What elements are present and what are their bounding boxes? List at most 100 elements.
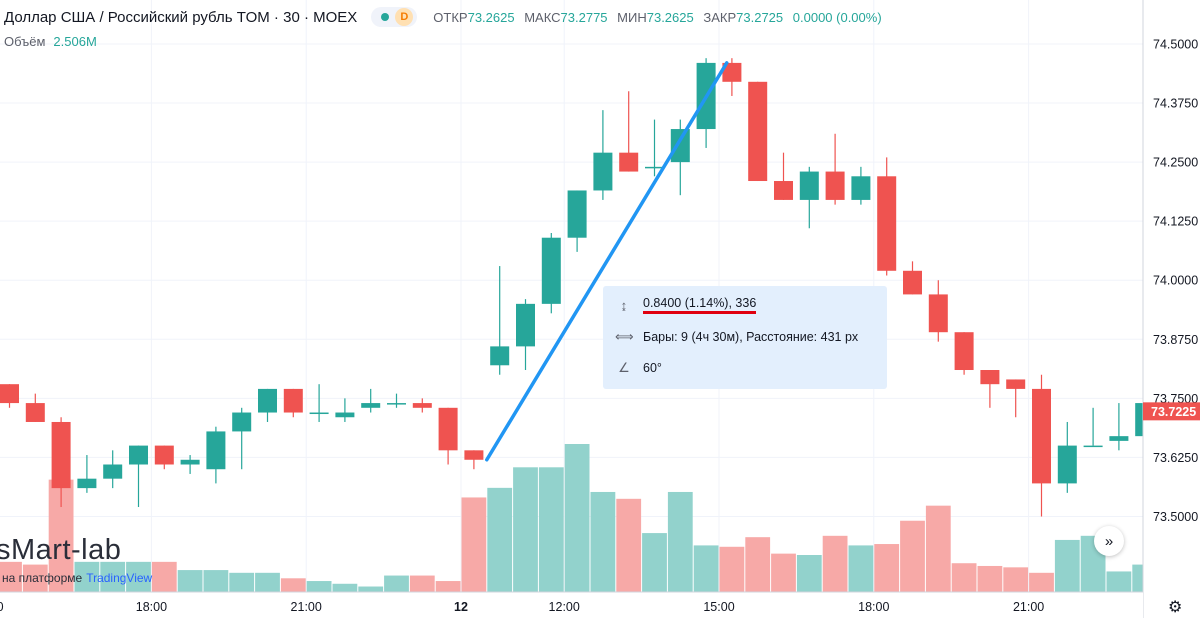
- chart-header: Доллар США / Российский рубль TOM · 30 ·…: [4, 6, 888, 28]
- scroll-to-realtime-button[interactable]: »: [1094, 526, 1124, 556]
- volume-bar: [0, 561, 22, 592]
- candle-body: [903, 270, 922, 295]
- candle-body: [593, 152, 613, 191]
- candle-body: [25, 403, 45, 422]
- candle-body: [799, 171, 819, 200]
- horizontal-measure-icon: ⟺: [615, 329, 634, 344]
- candle-body: [1083, 445, 1103, 448]
- volume-bar: [822, 535, 848, 592]
- candle-body: [928, 294, 948, 333]
- candle-body: [387, 403, 406, 405]
- volume-bar: [151, 561, 177, 592]
- measure-angle-row: ∠ 60°: [615, 360, 662, 376]
- candle-body: [954, 332, 974, 371]
- time-tick-label: 12: [454, 600, 468, 614]
- candle-body: [309, 412, 329, 415]
- measure-price-row: ↨ 0.8400 (1.14%), 336: [615, 296, 757, 314]
- price-axis-bg: [1143, 0, 1200, 618]
- volume-bar: [564, 444, 590, 592]
- volume-bar: [487, 487, 513, 592]
- volume-bar: [1029, 572, 1054, 592]
- volume-bar: [693, 545, 719, 592]
- volume-bar: [22, 564, 48, 592]
- volume-label: Объём: [4, 34, 46, 49]
- volume-legend[interactable]: Объём 2.506M: [4, 34, 97, 49]
- candle-body: [438, 407, 458, 451]
- angle-icon: ∠: [618, 360, 630, 375]
- volume-bar: [796, 555, 822, 592]
- candle-body: [516, 303, 535, 347]
- vertical-measure-icon: ↨: [620, 297, 628, 313]
- candle-body: [774, 181, 793, 200]
- candle-body: [645, 166, 664, 169]
- candle-body: [490, 346, 510, 366]
- volume-bar: [925, 505, 951, 592]
- volume-bar: [590, 491, 616, 592]
- volume-bar: [229, 572, 255, 592]
- time-tick-label: 15:00: [703, 600, 734, 614]
- candle-body: [335, 412, 355, 418]
- measure-line[interactable]: [485, 61, 729, 462]
- volume-bar: [977, 565, 1003, 592]
- price-tick-label: 73.6250: [1153, 451, 1198, 465]
- candle-body: [1109, 436, 1129, 441]
- volume-bar: [100, 561, 126, 592]
- volume-bar: [667, 491, 693, 592]
- powered-by[interactable]: на платформе TradingView: [2, 571, 152, 585]
- delayed-data-badge[interactable]: D: [395, 8, 414, 26]
- volume-bar: [951, 563, 977, 592]
- ohlc-close-value: 73.2725: [736, 9, 784, 25]
- volume-bar: [74, 561, 100, 592]
- volume-bar: [719, 546, 745, 592]
- candle-body: [129, 445, 148, 465]
- tradingview-link[interactable]: TradingView: [86, 571, 153, 585]
- ohlc-open-label: ОТКР: [433, 9, 468, 25]
- candle-body: [412, 403, 432, 408]
- candle-body: [567, 190, 587, 238]
- candle-body: [154, 445, 174, 465]
- ohlc-high-label: МАКС: [524, 9, 561, 25]
- volume-bar: [538, 467, 564, 592]
- measure-bars-row: ⟺ Бары: 9 (4ч 30м), Расстояние: 431 px: [615, 329, 858, 345]
- volume-bar: [874, 544, 900, 592]
- candle-body: [1032, 388, 1051, 484]
- price-tick-label: 74.1250: [1153, 215, 1198, 229]
- volume-bar: [771, 553, 796, 592]
- volume-bar: [642, 533, 667, 592]
- volume-bar: [1003, 567, 1029, 592]
- candle-body: [877, 176, 897, 271]
- time-tick-label: 18:00: [136, 600, 167, 614]
- volume-bar: [461, 497, 487, 592]
- ohlc-open-value: 73.2625: [467, 9, 515, 25]
- time-tick-label: 18:00: [858, 600, 889, 614]
- market-open-dot-icon: [381, 13, 390, 21]
- volume-bar: [409, 575, 435, 592]
- price-tick-label: 73.8750: [1153, 333, 1198, 347]
- symbol-title[interactable]: Доллар США / Российский рубль TOM · 30 ·…: [4, 8, 358, 26]
- volume-bar: [126, 561, 151, 592]
- powered-by-label: на платформе: [2, 571, 83, 585]
- time-tick-label: 21:00: [291, 600, 322, 614]
- candle-body: [103, 464, 123, 479]
- candle-body: [51, 421, 71, 489]
- candle-body: [748, 81, 768, 182]
- volume-bar: [306, 581, 332, 592]
- volume-bar: [177, 570, 203, 592]
- volume-bar: [384, 575, 409, 592]
- candle-body: [232, 412, 252, 432]
- volume-bar: [255, 572, 280, 592]
- status-badges[interactable]: D: [371, 7, 418, 27]
- candle-body: [180, 459, 200, 465]
- candle-body: [619, 152, 639, 172]
- volume-bar: [900, 520, 925, 592]
- smartlab-logo: sMart-lab: [0, 534, 122, 566]
- last-price-label: 73.7225: [1151, 405, 1196, 419]
- volume-bar: [616, 498, 642, 592]
- measure-tooltip: ↨ 0.8400 (1.14%), 336 ⟺ Бары: 9 (4ч 30м)…: [603, 286, 887, 389]
- time-tick-label: 21:00: [1013, 600, 1044, 614]
- last-price-badge: [1143, 402, 1200, 421]
- ohlc-change-value: 0.0000 (0.00%): [792, 9, 882, 25]
- price-tick-label: 74.2500: [1153, 156, 1198, 170]
- gear-icon[interactable]: ⚙: [1168, 599, 1183, 616]
